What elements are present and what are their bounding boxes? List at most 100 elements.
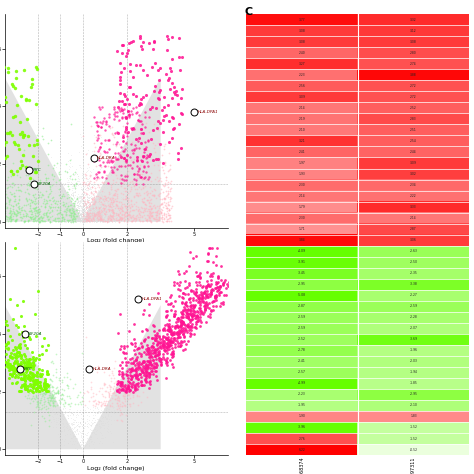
Point	[164, 349, 171, 356]
Point	[19, 333, 27, 341]
Point	[175, 327, 183, 334]
Point	[187, 322, 195, 330]
Point	[113, 192, 120, 200]
Point	[140, 337, 148, 345]
Point	[140, 358, 147, 366]
Point	[171, 297, 179, 304]
Point	[137, 350, 145, 357]
Point	[122, 388, 129, 396]
Point	[7, 215, 15, 223]
Point	[85, 200, 92, 208]
Point	[155, 213, 163, 220]
Point	[78, 203, 85, 211]
Point	[68, 217, 75, 225]
Point	[68, 440, 76, 448]
Point	[84, 196, 91, 203]
Point	[164, 331, 171, 338]
Point	[64, 217, 72, 225]
Point	[11, 357, 18, 365]
Point	[47, 418, 55, 426]
Point	[138, 382, 146, 389]
Point	[80, 210, 87, 218]
Point	[91, 210, 99, 218]
Point	[88, 428, 95, 436]
Point	[62, 405, 69, 412]
Point	[117, 381, 124, 389]
Point	[129, 213, 137, 220]
Point	[136, 370, 144, 378]
Point	[61, 210, 68, 218]
Point	[105, 389, 113, 397]
Point	[36, 396, 44, 403]
Point	[82, 212, 90, 219]
Point	[87, 194, 95, 202]
Point	[118, 378, 125, 385]
Point	[66, 173, 73, 180]
Point	[143, 347, 151, 355]
Point	[165, 322, 173, 329]
Point	[111, 153, 119, 161]
Point	[71, 204, 78, 211]
Point	[92, 187, 100, 195]
Point	[88, 213, 95, 220]
Point	[79, 194, 87, 201]
Point	[94, 187, 101, 195]
Point	[17, 365, 25, 372]
Point	[96, 213, 104, 221]
Point	[0, 182, 6, 190]
Point	[110, 410, 118, 417]
Point	[53, 214, 60, 221]
Point	[21, 364, 28, 371]
Point	[71, 430, 78, 438]
Point	[116, 197, 124, 204]
Point	[10, 351, 18, 358]
Point	[229, 279, 237, 286]
Point	[195, 272, 202, 279]
Point	[170, 335, 178, 342]
Point	[99, 208, 107, 216]
Point	[77, 202, 85, 210]
Point	[95, 216, 102, 223]
Point	[139, 364, 146, 371]
Point	[73, 194, 81, 202]
Point	[121, 92, 129, 100]
Point	[205, 299, 213, 307]
Point	[98, 400, 106, 407]
Point	[88, 217, 96, 225]
Point	[75, 218, 83, 225]
Point	[92, 210, 100, 217]
Point	[157, 356, 165, 363]
Point	[29, 376, 36, 384]
Point	[0, 212, 4, 219]
Point	[97, 183, 105, 191]
Point	[70, 211, 78, 219]
Point	[0, 355, 8, 363]
Point	[0, 67, 3, 74]
Point	[142, 119, 149, 127]
Point	[210, 298, 218, 305]
Point	[56, 408, 64, 416]
Point	[98, 212, 106, 219]
Point	[26, 213, 34, 220]
Point	[18, 382, 26, 389]
Point	[65, 408, 73, 415]
Point	[178, 320, 185, 328]
Point	[5, 374, 13, 382]
Point	[62, 410, 69, 417]
Point	[91, 203, 99, 210]
Text: -2.59: -2.59	[410, 304, 418, 308]
Point	[84, 210, 91, 218]
Point	[124, 167, 132, 175]
Point	[177, 324, 184, 332]
Point	[174, 317, 182, 325]
Point	[49, 412, 56, 419]
Point	[99, 419, 106, 427]
Point	[17, 213, 25, 221]
Point	[128, 383, 136, 391]
Point	[127, 67, 134, 75]
Point	[188, 287, 195, 295]
Point	[207, 291, 214, 298]
Point	[118, 171, 125, 179]
Point	[0, 362, 1, 369]
Point	[66, 428, 74, 435]
